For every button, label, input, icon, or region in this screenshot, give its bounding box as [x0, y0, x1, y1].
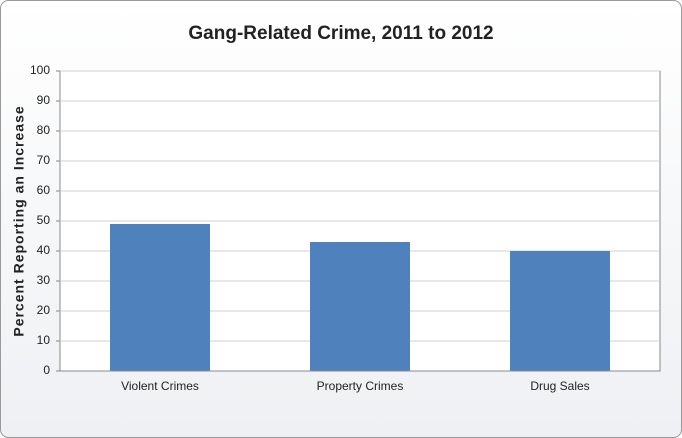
bar	[510, 251, 610, 371]
y-tick-label: 10	[37, 333, 51, 347]
x-tick-label: Violent Crimes	[121, 379, 199, 393]
bar	[310, 242, 410, 371]
x-tick-label: Drug Sales	[530, 379, 589, 393]
y-tick-label: 70	[37, 153, 51, 167]
y-axis-label: Percent Reporting an Increase	[11, 105, 27, 336]
y-tick-label: 60	[37, 183, 51, 197]
x-tick-label: Property Crimes	[317, 379, 404, 393]
y-tick-label: 30	[37, 273, 51, 287]
y-tick-label: 40	[37, 243, 51, 257]
y-tick-label: 0	[43, 363, 50, 377]
chart-title: Gang-Related Crime, 2011 to 2012	[188, 23, 493, 44]
y-tick-label: 90	[37, 93, 51, 107]
y-tick-label: 50	[37, 213, 51, 227]
y-tick-label: 100	[30, 63, 50, 77]
bar	[110, 224, 210, 371]
y-tick-label: 80	[37, 123, 51, 137]
y-tick-label: 20	[37, 303, 51, 317]
